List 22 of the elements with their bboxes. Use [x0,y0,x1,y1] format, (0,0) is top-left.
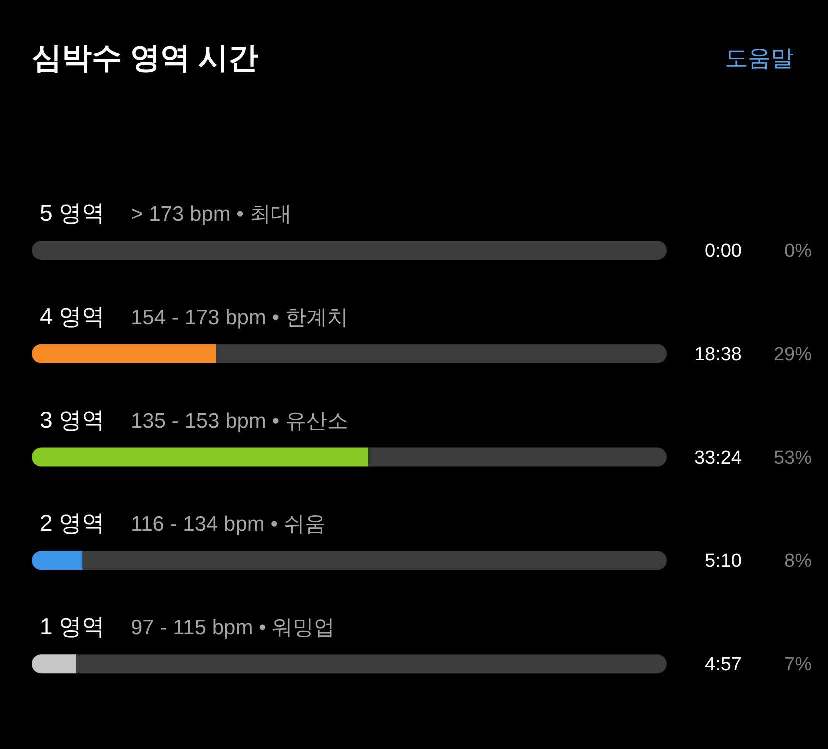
annotation: 18:38 [694,344,742,366]
annotation: 97 - 115 bpm • 워밍업 [131,616,336,640]
annotation: 33:24 [694,448,742,469]
category: 3 영역 [40,406,106,433]
value-label: 0% [784,241,812,262]
category: 5 영역 [40,200,106,226]
category: 2 영역 [40,510,106,536]
annotation: 116 - 134 bpm • 쉬움 [131,513,326,536]
category: 1 영역 [40,614,106,640]
title: 심박수 영역 시간 [32,42,259,75]
value-label: 8% [784,551,812,572]
value-label: 7% [784,654,812,676]
category: 4 영역 [40,303,106,330]
value-label: 29% [774,344,812,366]
annotation: 135 - 153 bpm • 유산소 [131,410,348,433]
value-label: 53% [774,448,812,469]
annotation: 도움말 [725,45,794,71]
annotation: 154 - 173 bpm • 한계치 [131,306,348,330]
annotation: 4:57 [705,654,742,676]
annotation: > 173 bpm • 최대 [131,203,292,226]
annotation: 5:10 [705,551,742,572]
annotation: 0:00 [705,241,742,262]
